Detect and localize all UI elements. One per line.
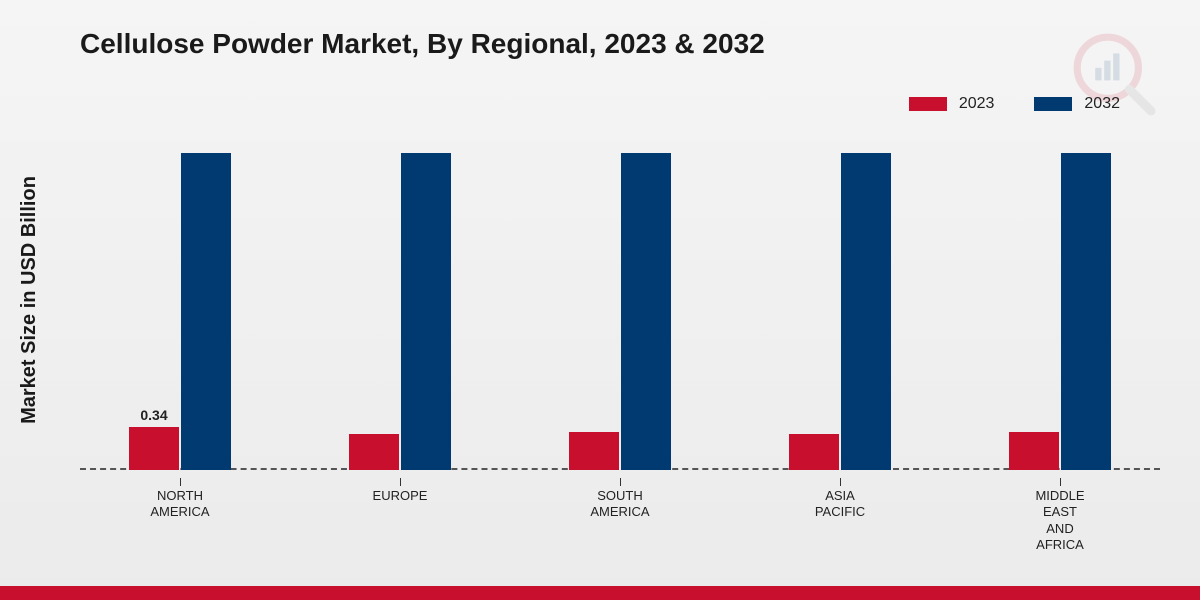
bar-group	[1000, 153, 1120, 470]
bar-value-label: 0.34	[129, 407, 179, 423]
x-axis-category-label: EUROPE	[340, 488, 460, 504]
legend: 2023 2032	[909, 95, 1120, 113]
footer-accent-bar	[0, 586, 1200, 600]
bar-2032	[841, 153, 891, 470]
x-tick	[620, 478, 621, 486]
bar-2032	[181, 153, 231, 470]
bar-2023	[1009, 432, 1059, 470]
bar-2023: 0.34	[129, 427, 179, 470]
bar-2032	[1061, 153, 1111, 470]
x-tick	[1060, 478, 1061, 486]
legend-swatch-2023	[909, 97, 947, 111]
x-axis-labels: NORTH AMERICA EUROPE SOUTH AMERICA ASIA PAC…	[80, 478, 1160, 558]
bar-2032	[621, 153, 671, 470]
bar-2023	[789, 434, 839, 470]
bar-group	[340, 153, 460, 470]
legend-swatch-2032	[1034, 97, 1072, 111]
bar-group	[560, 153, 680, 470]
x-tick	[180, 478, 181, 486]
x-tick	[840, 478, 841, 486]
bar-group	[780, 153, 900, 470]
plot-area: 0.34	[80, 140, 1160, 470]
x-axis-category-label: NORTH AMERICA	[120, 488, 240, 521]
legend-label-2032: 2032	[1084, 95, 1120, 113]
legend-item-2023: 2023	[909, 95, 995, 113]
y-axis-label: Market Size in USD Billion	[18, 176, 41, 424]
legend-label-2023: 2023	[959, 95, 995, 113]
x-tick	[400, 478, 401, 486]
bar-2023	[569, 432, 619, 470]
chart-title: Cellulose Powder Market, By Regional, 20…	[80, 28, 765, 60]
x-axis-category-label: SOUTH AMERICA	[560, 488, 680, 521]
x-axis-category-label: ASIA PACIFIC	[780, 488, 900, 521]
x-axis-category-label: MIDDLE EAST AND AFRICA	[1000, 488, 1120, 553]
bar-2023	[349, 434, 399, 470]
bar-group: 0.34	[120, 153, 240, 470]
bar-2032	[401, 153, 451, 470]
legend-item-2032: 2032	[1034, 95, 1120, 113]
